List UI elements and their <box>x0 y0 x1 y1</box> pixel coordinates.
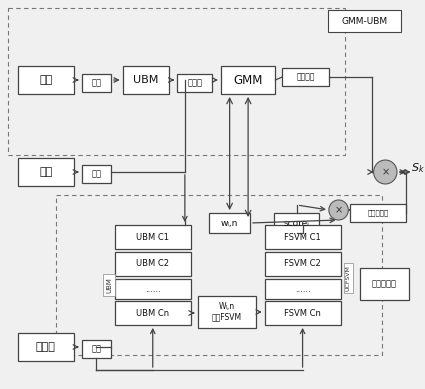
FancyBboxPatch shape <box>115 301 191 325</box>
Text: 自适应: 自适应 <box>187 79 202 88</box>
Text: GMM: GMM <box>233 74 263 86</box>
Text: ......: ...... <box>145 284 161 293</box>
Text: 特征: 特征 <box>91 170 101 179</box>
FancyBboxPatch shape <box>115 252 191 276</box>
Text: ......: ...... <box>295 284 311 293</box>
FancyBboxPatch shape <box>328 10 401 32</box>
FancyBboxPatch shape <box>17 158 74 186</box>
Circle shape <box>329 200 348 220</box>
Text: $\mathit{S}_k$: $\mathit{S}_k$ <box>411 161 425 175</box>
Text: 特征: 特征 <box>91 79 101 88</box>
Text: 似然得分: 似然得分 <box>296 72 315 82</box>
Text: 特征: 特征 <box>91 345 101 354</box>
Text: UBM Cn: UBM Cn <box>136 308 169 317</box>
Text: 开发库: 开发库 <box>36 342 56 352</box>
FancyBboxPatch shape <box>282 68 329 86</box>
Text: FSVM C1: FSVM C1 <box>284 233 321 242</box>
Text: 可靠性检测: 可靠性检测 <box>372 280 397 289</box>
Text: UCFSVM: UCFSVM <box>346 265 351 291</box>
Text: FSVM Cn: FSVM Cn <box>284 308 321 317</box>
FancyBboxPatch shape <box>82 165 111 183</box>
Text: scoreᵢ: scoreᵢ <box>284 219 310 228</box>
FancyBboxPatch shape <box>115 225 191 249</box>
FancyBboxPatch shape <box>265 225 340 249</box>
Text: 测试: 测试 <box>39 75 52 85</box>
FancyBboxPatch shape <box>17 66 74 94</box>
FancyBboxPatch shape <box>265 301 340 325</box>
Text: GMM-UBM: GMM-UBM <box>341 16 388 26</box>
FancyBboxPatch shape <box>265 252 340 276</box>
Text: UBM C2: UBM C2 <box>136 259 169 268</box>
FancyBboxPatch shape <box>221 66 275 94</box>
FancyBboxPatch shape <box>177 74 212 92</box>
FancyBboxPatch shape <box>17 333 74 361</box>
Text: UBM: UBM <box>133 75 159 85</box>
FancyBboxPatch shape <box>82 340 111 358</box>
FancyBboxPatch shape <box>82 74 111 92</box>
Text: ×: × <box>334 205 343 215</box>
Text: wₗ,n: wₗ,n <box>221 219 238 228</box>
FancyBboxPatch shape <box>115 279 191 299</box>
Text: 训练: 训练 <box>39 167 52 177</box>
FancyBboxPatch shape <box>360 268 409 300</box>
Text: UBM: UBM <box>106 277 112 293</box>
Text: Wₗ,n
训练FSVM: Wₗ,n 训练FSVM <box>212 302 242 322</box>
FancyBboxPatch shape <box>209 213 250 233</box>
FancyBboxPatch shape <box>350 204 406 222</box>
Circle shape <box>374 160 397 184</box>
FancyBboxPatch shape <box>275 213 319 233</box>
Text: UBM C1: UBM C1 <box>136 233 169 242</box>
FancyBboxPatch shape <box>198 296 256 328</box>
FancyBboxPatch shape <box>265 279 340 299</box>
Text: ×: × <box>381 167 389 177</box>
Text: 可靠性得分: 可靠性得分 <box>367 210 388 216</box>
FancyBboxPatch shape <box>122 66 169 94</box>
Text: FSVM C2: FSVM C2 <box>284 259 321 268</box>
